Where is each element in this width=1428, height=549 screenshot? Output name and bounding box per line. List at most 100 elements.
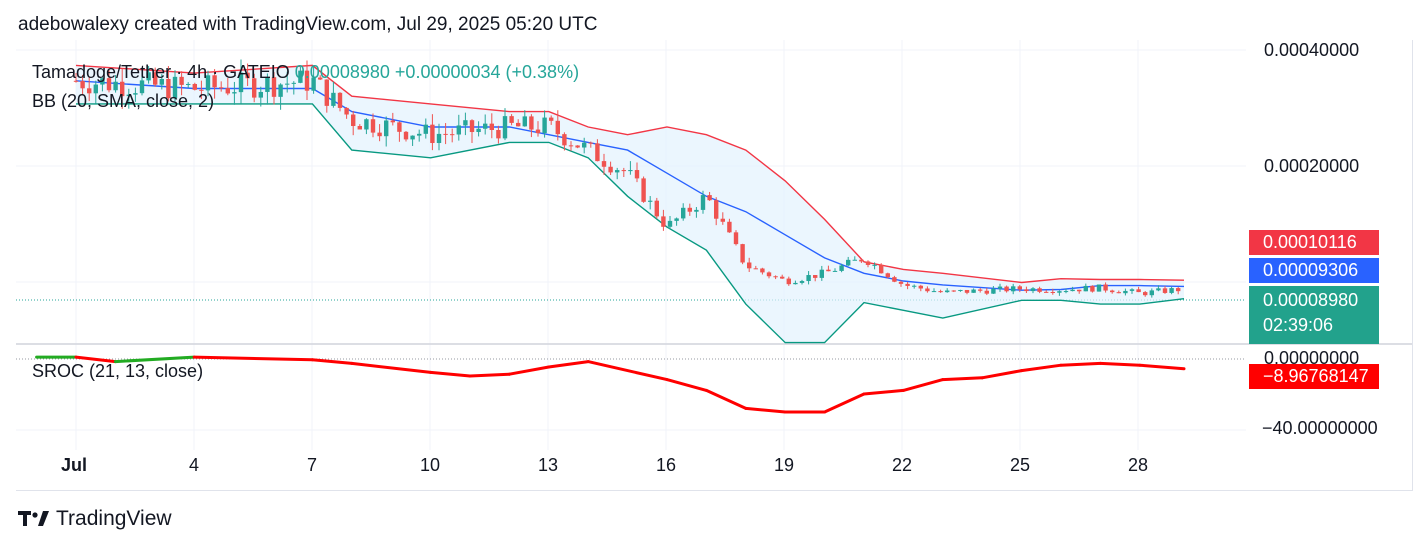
candle-body — [958, 289, 963, 291]
candle-body — [496, 130, 501, 139]
date-axis-tick: Jul — [61, 455, 88, 475]
candle-body — [687, 207, 692, 212]
candle-body — [258, 91, 263, 98]
upper-band-line — [75, 64, 1185, 284]
tradingview-brand[interactable]: TradingView — [18, 507, 172, 531]
candle-body — [285, 83, 290, 85]
candle-body — [595, 143, 600, 162]
date-axis-tick: 25 — [1010, 455, 1031, 475]
last-price-badge: 0.00008980 02:39:06 — [1249, 286, 1379, 344]
sroc-segment — [547, 360, 590, 369]
candle-body — [120, 81, 125, 97]
candle-body — [1096, 284, 1102, 292]
candle-body — [1063, 291, 1069, 293]
sroc-segment — [1059, 361, 1102, 367]
candle-body — [700, 195, 706, 210]
candle-body — [1077, 289, 1082, 292]
candle-body — [813, 275, 818, 278]
candle-body — [991, 288, 996, 294]
date-axis-tick: 22 — [892, 455, 913, 475]
last-price-value: 0.00008980 — [1263, 290, 1359, 310]
candle-body — [252, 78, 257, 98]
date-axis-tick: 16 — [656, 455, 677, 475]
candle-body — [846, 259, 851, 266]
sroc-legend[interactable]: SROC (21, 13, close) — [32, 361, 204, 381]
sroc-segment — [1098, 361, 1142, 367]
candle-body — [483, 123, 488, 129]
candle-body — [720, 218, 725, 222]
candle-body — [489, 123, 494, 131]
candle-body — [542, 117, 547, 134]
sroc-segment — [507, 365, 551, 376]
candle-body — [740, 244, 745, 263]
candle-body — [984, 290, 989, 294]
candle-body — [417, 133, 422, 136]
candle-body — [898, 281, 904, 284]
candle-body — [945, 290, 950, 293]
candle-body — [1004, 286, 1009, 292]
candle-body — [588, 142, 593, 144]
candle-body — [997, 286, 1003, 289]
chart-frame — [16, 40, 1413, 491]
candle-body — [753, 268, 758, 270]
candle-body — [291, 82, 296, 84]
candle-body — [615, 170, 620, 173]
bb-legend[interactable]: BB (20, SMA, close, 2) — [32, 91, 215, 111]
candle-body — [153, 72, 158, 85]
candle-body — [859, 259, 864, 262]
candle-body — [1083, 285, 1088, 292]
candle-body — [430, 124, 435, 144]
candle-body — [232, 92, 237, 94]
sroc-segment — [468, 372, 511, 378]
candle-body — [238, 72, 244, 93]
candle-body — [192, 83, 197, 90]
date-axis-tick: 19 — [774, 455, 795, 475]
candle-body — [575, 145, 580, 148]
candle-body — [634, 170, 640, 179]
price-axis-tick: −40.00000000 — [1262, 418, 1378, 438]
candle-body — [1011, 286, 1016, 292]
candle-body — [199, 89, 204, 91]
candle-body — [159, 78, 164, 85]
candle-body — [331, 92, 336, 106]
price-axis-tick: 0.00020000 — [1264, 156, 1360, 176]
last-price-legend: 0.00008980 — [294, 62, 390, 82]
candle-body — [1090, 285, 1095, 292]
sroc-segment — [1138, 363, 1186, 371]
candle-body — [172, 76, 178, 99]
candle-body — [1129, 289, 1135, 291]
candle-body — [931, 291, 937, 293]
candle-body — [384, 120, 389, 137]
upper-band-badge: 0.00010116 — [1249, 230, 1379, 255]
candle-body — [390, 120, 395, 123]
sroc-segment — [310, 358, 354, 365]
main-legend[interactable]: Tamadoge/Tether · 4h · GATEIO 0.00008980… — [32, 62, 579, 83]
candle-body — [186, 83, 191, 85]
tradingview-wordmark: TradingView — [56, 507, 172, 530]
date-axis-tick: 4 — [189, 455, 200, 475]
candle-body — [912, 285, 917, 287]
candle-body — [555, 120, 560, 135]
sroc-segment — [113, 355, 196, 364]
candle-body — [1017, 286, 1022, 290]
candle-body — [694, 209, 699, 212]
candle-body — [1143, 292, 1148, 296]
candle-body — [113, 81, 118, 91]
candle-body — [80, 81, 85, 89]
attribution-text: adebowalexy created with TradingView.com… — [18, 14, 598, 35]
candle-body — [1037, 288, 1042, 292]
sroc-segment — [704, 388, 748, 410]
candle-body — [905, 283, 910, 286]
candle-body — [568, 145, 574, 147]
sroc-segment — [350, 361, 433, 374]
candle-body — [351, 114, 356, 127]
candle-body — [357, 126, 362, 130]
candle-body — [318, 77, 323, 80]
candle-body — [879, 264, 884, 274]
candle-body — [964, 289, 970, 293]
candle-body — [271, 77, 277, 97]
candle-body — [806, 275, 811, 282]
candle-body — [529, 116, 534, 130]
candle-body — [648, 200, 653, 202]
